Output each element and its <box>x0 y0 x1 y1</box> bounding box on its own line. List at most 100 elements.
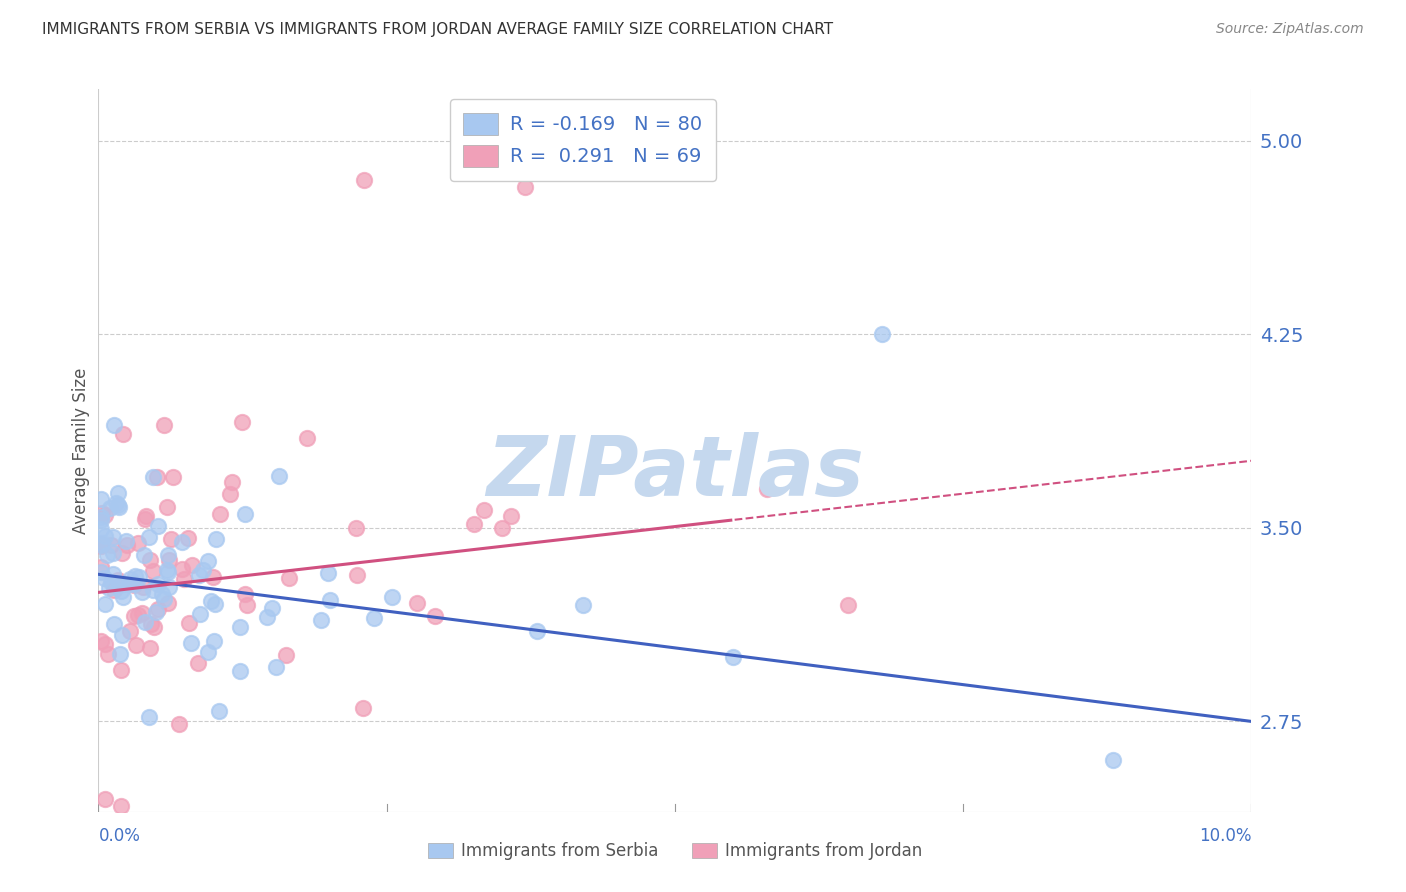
Point <box>94 637 117 651</box>
Point <box>156 500 179 514</box>
Point <box>202 569 225 583</box>
Point <box>101 530 124 544</box>
Point <box>145 606 167 620</box>
Point <box>159 532 181 546</box>
Point <box>269 469 291 483</box>
Point <box>90 510 112 524</box>
Point <box>229 664 252 678</box>
Point <box>233 587 256 601</box>
Point <box>108 647 131 661</box>
Point <box>124 569 146 583</box>
Point <box>229 620 252 634</box>
Point <box>94 528 117 542</box>
Point <box>90 522 112 536</box>
Point <box>157 580 180 594</box>
Point <box>104 496 127 510</box>
Point <box>100 575 122 590</box>
Point <box>91 536 114 550</box>
Point <box>344 521 367 535</box>
Point <box>233 508 256 522</box>
Point <box>363 611 385 625</box>
Point <box>107 574 129 588</box>
Point <box>122 576 145 591</box>
Point <box>219 487 242 501</box>
Point <box>173 572 195 586</box>
Point <box>90 538 112 552</box>
Point <box>110 798 132 813</box>
Point <box>181 558 204 572</box>
Text: 0.0%: 0.0% <box>98 827 141 846</box>
Point <box>142 469 165 483</box>
Point <box>93 597 115 611</box>
Point <box>260 601 283 615</box>
Point <box>274 648 297 662</box>
Point <box>107 485 129 500</box>
Point <box>125 638 148 652</box>
Point <box>526 624 548 638</box>
Point <box>204 532 226 546</box>
Point <box>208 507 231 521</box>
Point <box>157 566 180 580</box>
Point <box>571 599 593 613</box>
Point <box>134 512 156 526</box>
Point <box>90 537 112 551</box>
Point <box>118 572 141 586</box>
Point <box>316 566 339 580</box>
Point <box>179 615 201 630</box>
Point <box>513 180 536 194</box>
Point <box>187 568 209 582</box>
Point <box>256 610 278 624</box>
Point <box>118 577 141 591</box>
Point <box>499 508 522 523</box>
Point <box>101 567 124 582</box>
Point <box>278 571 301 585</box>
Point <box>156 549 179 563</box>
Point <box>170 561 193 575</box>
Point <box>131 585 153 599</box>
Point <box>187 656 209 670</box>
Point <box>127 536 149 550</box>
Text: IMMIGRANTS FROM SERBIA VS IMMIGRANTS FROM JORDAN AVERAGE FAMILY SIZE CORRELATION: IMMIGRANTS FROM SERBIA VS IMMIGRANTS FRO… <box>42 22 834 37</box>
Point <box>148 577 170 591</box>
Point <box>103 582 125 597</box>
Point <box>157 553 180 567</box>
Point <box>200 594 222 608</box>
Point <box>91 506 114 520</box>
Point <box>153 591 176 606</box>
Point <box>236 598 259 612</box>
Point <box>110 628 132 642</box>
Point <box>406 596 429 610</box>
Legend: Immigrants from Serbia, Immigrants from Jordan: Immigrants from Serbia, Immigrants from … <box>419 834 931 869</box>
Point <box>142 583 165 598</box>
Point <box>103 617 125 632</box>
Point <box>134 549 156 563</box>
Point <box>319 592 342 607</box>
Point <box>146 470 169 484</box>
Point <box>197 645 219 659</box>
Point <box>204 597 226 611</box>
Point <box>157 596 180 610</box>
Point <box>103 418 125 433</box>
Point <box>90 491 112 506</box>
Point <box>297 431 319 445</box>
Point <box>463 516 485 531</box>
Point <box>139 616 162 631</box>
Point <box>202 634 225 648</box>
Point <box>197 554 219 568</box>
Point <box>721 649 744 664</box>
Point <box>134 615 156 629</box>
Point <box>156 563 179 577</box>
Point <box>110 584 132 599</box>
Point <box>111 427 134 442</box>
Point <box>100 538 122 552</box>
Point <box>180 636 202 650</box>
Y-axis label: Average Family Size: Average Family Size <box>72 368 90 533</box>
Text: 10.0%: 10.0% <box>1199 827 1251 846</box>
Point <box>90 634 112 648</box>
Point <box>142 564 165 578</box>
Point <box>117 538 139 552</box>
Point <box>872 327 894 342</box>
Point <box>108 578 131 592</box>
Point <box>150 587 173 601</box>
Point <box>111 576 134 591</box>
